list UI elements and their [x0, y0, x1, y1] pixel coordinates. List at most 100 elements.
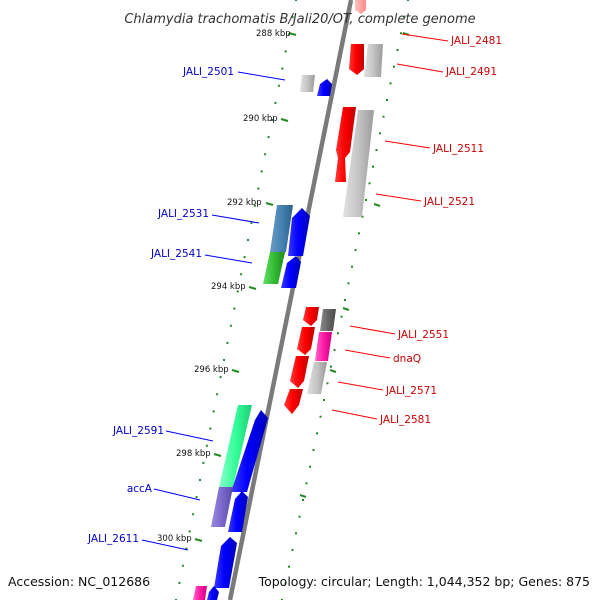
accession-label: Accession: NC_012686 [8, 574, 150, 589]
ring-dot [340, 315, 343, 318]
ring-dot [372, 165, 374, 168]
gene-arrow [228, 491, 248, 532]
gene-label-jali-2571: JALI_2571 [385, 385, 437, 397]
tick-mark [265, 202, 274, 206]
ring-dot [326, 382, 329, 385]
ring-dot [209, 427, 212, 430]
gene-arrow [349, 44, 364, 75]
tick-mark [280, 118, 289, 122]
ring-dot [295, 532, 297, 535]
gene-label-jali-2591: JALI_2591 [112, 425, 164, 437]
gene-arrow [303, 307, 319, 326]
ring-dot [257, 187, 260, 190]
tick-mark [299, 494, 307, 498]
gene-label-jali-2481: JALI_2481 [450, 35, 502, 47]
ring-dot [260, 170, 263, 173]
ring-dot [281, 67, 284, 70]
ring-dot [368, 182, 371, 185]
tick-mark [342, 307, 350, 311]
ring-dot [250, 221, 253, 224]
ring-dot [247, 239, 249, 241]
tick-mark [194, 538, 203, 542]
topology-label: Topology: circular; Length: 1,044,352 bp… [258, 574, 590, 589]
ring-dot [347, 282, 350, 285]
tick-label-288: 288 kbp [256, 29, 291, 39]
gene-arrow [219, 405, 252, 487]
inner-dotted-ring [175, 0, 297, 600]
outer-dotted-ring [281, 0, 409, 600]
gene-arrow [207, 586, 219, 600]
gene-arrow [284, 389, 303, 414]
genome-backbone [227, 0, 354, 600]
gene-arrow [214, 537, 237, 588]
ring-dot [312, 449, 315, 451]
ring-dot [264, 153, 267, 156]
gene-arrow [263, 252, 285, 284]
gene-arrow [290, 356, 309, 388]
ring-dot [354, 249, 357, 251]
gene-arrow [270, 205, 293, 252]
ring-dot [323, 399, 325, 401]
ring-dot [389, 82, 392, 85]
ring-dot [219, 376, 222, 379]
ring-dot [379, 132, 381, 135]
tick-mark [288, 32, 297, 36]
gene-arrow [317, 79, 332, 96]
ring-dot [240, 273, 243, 276]
gene-label-acca: accA [127, 483, 153, 495]
ring-dot [288, 565, 290, 568]
tick-label-294: 294 kbp [211, 282, 246, 292]
gene-arrow [300, 75, 315, 92]
leader-line [396, 63, 444, 73]
ring-dot [351, 265, 353, 268]
tick-mark [213, 453, 222, 457]
tick-label-298: 298 kbp [176, 449, 211, 459]
leader-line [344, 349, 391, 359]
leader-lines [141, 33, 449, 551]
ring-dot [277, 84, 280, 87]
leader-line [401, 33, 449, 42]
ring-dot [284, 582, 287, 585]
ring-dot [291, 549, 294, 551]
gene-label-jali-2531: JALI_2531 [157, 208, 209, 220]
gene-arrow [193, 586, 207, 600]
ring-dot [396, 49, 399, 51]
forward-strand-genes [193, 75, 332, 600]
gene-arrow [364, 44, 383, 77]
map-title: Chlamydia trachomatis B/Jali20/OT, compl… [124, 12, 475, 27]
tick-mark [329, 369, 337, 373]
ring-dot [178, 581, 181, 584]
ring-dot [288, 33, 291, 36]
ring-dot [284, 50, 287, 53]
leader-line [141, 539, 189, 551]
tick-mark [231, 369, 240, 373]
tick-mark [373, 203, 381, 207]
ring-dot [188, 530, 191, 533]
ring-dot [386, 99, 388, 101]
tick-marks [194, 32, 410, 542]
ring-dot [202, 461, 205, 464]
ring-dot [243, 256, 246, 259]
ring-dot [291, 16, 294, 19]
ring-dot [267, 136, 270, 139]
gene-label-dnaq: dnaQ [393, 353, 421, 365]
ring-dot [253, 204, 256, 207]
gene-label-jali-2501: JALI_2501 [182, 66, 234, 78]
tick-label-296: 296 kbp [194, 365, 229, 375]
ring-dot [199, 479, 201, 481]
leader-line [237, 71, 286, 81]
gene-label-jali-2521: JALI_2521 [423, 196, 475, 208]
ring-dot [236, 290, 239, 293]
ring-dot [185, 547, 188, 550]
ring-dot [226, 341, 229, 344]
ring-dot [205, 444, 208, 447]
gene-arrow [288, 208, 310, 256]
ring-dot [333, 349, 336, 351]
reverse-strand-genes [284, 0, 383, 414]
leader-line [375, 193, 422, 202]
gene-arrow [307, 362, 327, 394]
ring-dot [212, 410, 215, 413]
leader-line [204, 254, 253, 264]
